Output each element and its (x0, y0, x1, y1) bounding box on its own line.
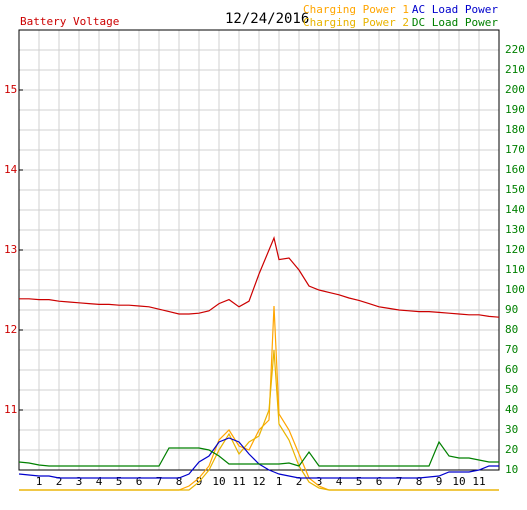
y2-tick-label: 110 (505, 263, 525, 276)
legend-label: Charging Power 1 (303, 3, 409, 16)
y2-tick-label: 160 (505, 163, 525, 176)
legend-label: DC Load Power (412, 16, 498, 29)
y-tick-label: 13 (4, 243, 17, 256)
y2-tick-label: 180 (505, 123, 525, 136)
x-tick-label: 4 (96, 475, 103, 488)
x-tick-label: 1 (276, 475, 283, 488)
y2-tick-label: 90 (505, 303, 518, 316)
y2-tick-label: 140 (505, 203, 525, 216)
x-tick-label: 8 (416, 475, 423, 488)
y2-tick-label: 170 (505, 143, 525, 156)
x-tick-label: 12 (252, 475, 265, 488)
y2-tick-label: 120 (505, 243, 525, 256)
x-tick-label: 7 (396, 475, 403, 488)
y2-tick-label: 130 (505, 223, 525, 236)
y2-tick-label: 200 (505, 83, 525, 96)
y-tick-label: 11 (4, 403, 17, 416)
series-line (19, 236, 500, 318)
x-tick-label: 3 (316, 475, 323, 488)
x-tick-label: 11 (232, 475, 245, 488)
chart-title: 12/24/2016 (225, 11, 309, 27)
y2-tick-label: 60 (505, 363, 518, 376)
y2-tick-label: 70 (505, 343, 518, 356)
y2-tick-label: 220 (505, 43, 525, 56)
x-tick-label: 2 (56, 475, 63, 488)
x-tick-label: 6 (136, 475, 143, 488)
y2-tick-label: 40 (505, 403, 518, 416)
series-line (19, 349, 499, 491)
y-tick-label: 12 (4, 323, 17, 336)
x-tick-label: 1 (36, 475, 43, 488)
x-tick-label: 9 (436, 475, 443, 488)
legend-label: AC Load Power (412, 3, 498, 16)
y-tick-label: 14 (4, 163, 18, 176)
x-tick-label: 7 (156, 475, 163, 488)
y-tick-label: 15 (4, 83, 17, 96)
x-tick-label: 10 (452, 475, 465, 488)
y2-tick-label: 150 (505, 183, 525, 196)
series-line (18, 437, 499, 479)
x-tick-label: 5 (356, 475, 363, 488)
y2-tick-label: 210 (505, 63, 525, 76)
y2-tick-label: 10 (505, 463, 518, 476)
series-line (18, 440, 499, 467)
legend-label: Charging Power 2 (303, 16, 409, 29)
y2-tick-label: 50 (505, 383, 518, 396)
x-tick-label: 3 (76, 475, 83, 488)
y2-tick-label: 100 (505, 283, 525, 296)
plot-frame (18, 29, 500, 471)
legend-label: Battery Voltage (20, 15, 119, 28)
y2-tick-label: 30 (505, 423, 518, 436)
x-tick-label: 5 (116, 475, 123, 488)
x-tick-label: 8 (176, 475, 183, 488)
y2-tick-label: 20 (505, 443, 518, 456)
x-tick-label: 4 (336, 475, 343, 488)
x-tick-label: 10 (212, 475, 225, 488)
x-tick-label: 2 (296, 475, 303, 488)
y2-tick-label: 190 (505, 103, 525, 116)
x-tick-label: 11 (472, 475, 485, 488)
x-tick-label: 6 (376, 475, 383, 488)
y2-tick-label: 80 (505, 323, 518, 336)
